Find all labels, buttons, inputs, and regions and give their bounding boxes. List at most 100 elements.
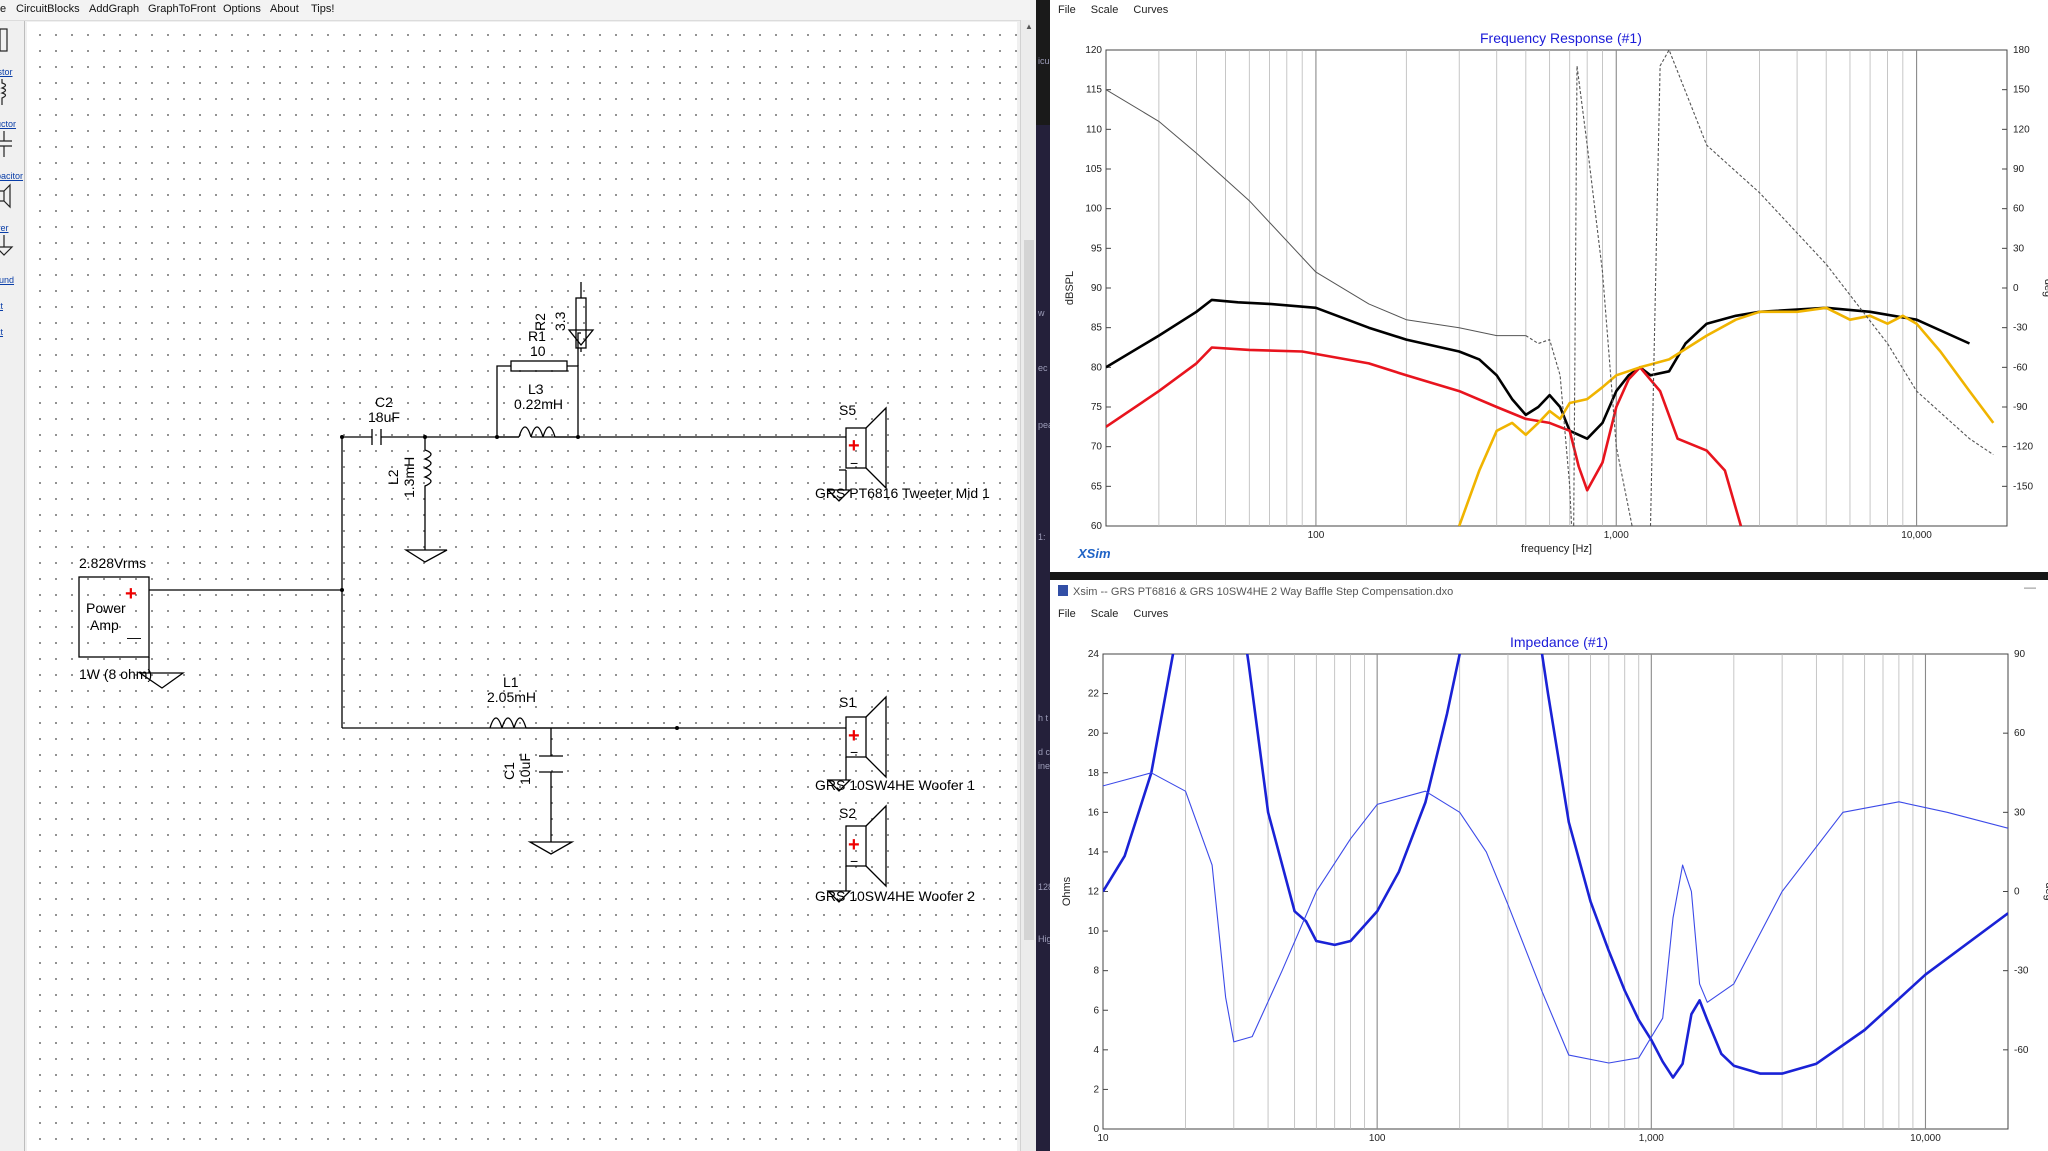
l3-name: L3	[528, 381, 544, 397]
r1-name: R1	[528, 328, 546, 344]
amp-ground	[137, 657, 186, 689]
fr-y2-tick-label: 90	[2013, 164, 2025, 175]
menu-graph-to-front[interactable]: GraphToFront	[148, 3, 216, 15]
imp-y-tick-label: 0	[1093, 1124, 1099, 1135]
c2-value: 18uF	[368, 409, 400, 425]
parts-toolbox: sistor ductor apacitor river round ext e…	[0, 21, 25, 1151]
woofer2-plus-icon: +	[848, 834, 860, 856]
menu-circuit-blocks[interactable]: CircuitBlocks	[16, 3, 80, 15]
imp-y-tick-label: 20	[1088, 728, 1100, 739]
fr-y-tick-label: 70	[1091, 442, 1103, 453]
fr-y-tick-label: 60	[1091, 521, 1103, 532]
fr-series-3	[1106, 89, 1526, 337]
imp-y2-tick-label: -30	[2014, 966, 2029, 977]
woofer1-plus-icon: +	[848, 725, 860, 747]
fr-y2-tick-label: 60	[2013, 204, 2025, 215]
imp-y2-tick-label: 60	[2014, 728, 2026, 739]
window-gap	[1050, 572, 2048, 580]
l1-value: 2.05mH	[487, 689, 537, 705]
fr-y2-tick-label: -150	[2013, 481, 2033, 492]
woofer2-id[interactable]: S2	[839, 805, 857, 821]
schematic-wiring: + + + − − −	[78, 282, 887, 903]
svg-text:−: −	[850, 455, 858, 471]
fr-y-tick-label: 85	[1091, 323, 1103, 334]
fr-y-tick-label: 75	[1091, 402, 1103, 413]
imp-menu: File Scale Curves	[1058, 608, 1180, 620]
tool-text-2[interactable]: ext	[0, 327, 4, 337]
freq-menu-curves[interactable]: Curves	[1133, 4, 1169, 16]
l2-name: L2	[385, 469, 401, 485]
amp-label-1: Power	[86, 600, 126, 616]
imp-y-tick-label: 8	[1093, 966, 1099, 977]
scroll-up-icon[interactable]: ▲	[1025, 22, 1033, 31]
fr-y2-tick-label: 120	[2013, 124, 2030, 135]
fr-y-axis-label: dBSPL	[1064, 271, 1076, 305]
freq-chart-title: Frequency Response (#1)	[1480, 30, 1642, 46]
tool-driver[interactable]: river	[0, 181, 24, 233]
menu-add-graph[interactable]: AddGraph	[89, 3, 140, 15]
amp-minus-icon: —	[127, 629, 141, 645]
imp-menu-curves[interactable]: Curves	[1133, 608, 1169, 620]
fr-series-4	[1525, 50, 1994, 526]
fr-series-1	[1106, 346, 1743, 526]
freq-menu-file[interactable]: File	[1058, 4, 1076, 16]
l3-value: 0.22mH	[514, 396, 564, 412]
imp-y-tick-label: 2	[1093, 1084, 1099, 1095]
menu-file[interactable]: e	[0, 3, 7, 15]
menu-tips[interactable]: Tips!	[311, 3, 335, 15]
tool-text[interactable]: ext	[0, 301, 4, 311]
tool-resistor[interactable]: sistor	[0, 25, 24, 77]
r2-value: 3.3	[552, 311, 568, 331]
scrollbar-thumb[interactable]	[1024, 240, 1034, 940]
r2-name: R2	[532, 313, 548, 331]
minimize-button[interactable]: —	[2024, 580, 2036, 594]
fr-y2-tick-label: 0	[2013, 283, 2019, 294]
freq-menu-scale[interactable]: Scale	[1090, 4, 1119, 16]
imp-y-tick-label: 22	[1088, 689, 1100, 700]
imp-series-2	[1540, 654, 2008, 1079]
l1-name: L1	[503, 674, 519, 690]
fr-y2-tick-label: -120	[2013, 442, 2033, 453]
imp-x-tick-label: 100	[1369, 1133, 1386, 1144]
frequency-response-window: File Scale Curves Frequency Response (#1…	[1050, 0, 2048, 572]
imp-y-tick-label: 24	[1088, 649, 1100, 660]
svg-text:−: −	[850, 853, 858, 869]
amp-plus-icon: +	[125, 583, 137, 605]
circuit-editor-window: e CircuitBlocks AddGraph GraphToFront Op…	[0, 0, 1036, 1151]
freq-menu: File Scale Curves	[1058, 4, 1180, 16]
fr-y2-tick-label: -30	[2013, 323, 2028, 334]
imp-y-tick-label: 16	[1088, 807, 1100, 818]
ground-icon	[0, 235, 14, 256]
fr-y2-tick-label: -90	[2013, 402, 2028, 413]
fr-y2-tick-label: -60	[2013, 362, 2028, 373]
canvas-scrollbar[interactable]: ▲	[1020, 20, 1036, 1151]
fr-y-tick-label: 100	[1085, 204, 1102, 215]
speaker-icon	[0, 183, 11, 209]
imp-x-tick-label: 10	[1097, 1133, 1109, 1144]
menu-about[interactable]: About	[270, 3, 299, 15]
fr-y-tick-label: 65	[1091, 481, 1103, 492]
menu-options[interactable]: Options	[223, 3, 261, 15]
imp-y-tick-label: 18	[1088, 768, 1100, 779]
imp-menu-scale[interactable]: Scale	[1090, 608, 1119, 620]
imp-y2-tick-label: 0	[2014, 887, 2020, 898]
imp-chart-title: Impedance (#1)	[1510, 634, 1609, 650]
fr-y-tick-label: 105	[1085, 164, 1102, 175]
fr-plot-area	[1105, 49, 2008, 527]
tweeter-label: GRS PT6816 Tweeter Mid 1	[815, 485, 990, 501]
imp-menu-file[interactable]: File	[1058, 608, 1076, 620]
schematic-canvas[interactable]	[27, 22, 1017, 1151]
tool-ground[interactable]: round	[0, 233, 24, 285]
imp-y2-tick-label: 30	[2014, 807, 2026, 818]
fr-y2-axis-label: deg	[2042, 279, 2048, 297]
tweeter-id[interactable]: S5	[839, 402, 857, 418]
impedance-window: Xsim -- GRS PT6816 & GRS 10SW4HE 2 Way B…	[1050, 580, 2048, 1151]
l2-value: 1.3mH	[401, 456, 417, 498]
woofer1-id[interactable]: S1	[839, 694, 857, 710]
tool-capacitor[interactable]: apacitor	[0, 129, 24, 181]
tool-inductor[interactable]: ductor	[0, 77, 24, 129]
frequency-response-chart[interactable]: 60 65 70 75 80 85 90 95 100 105 110 115 120 -150 -120 -…	[1050, 0, 2048, 572]
menu-bar: e CircuitBlocks AddGraph GraphToFront Op…	[0, 0, 1036, 21]
svg-text:−: −	[850, 744, 858, 760]
